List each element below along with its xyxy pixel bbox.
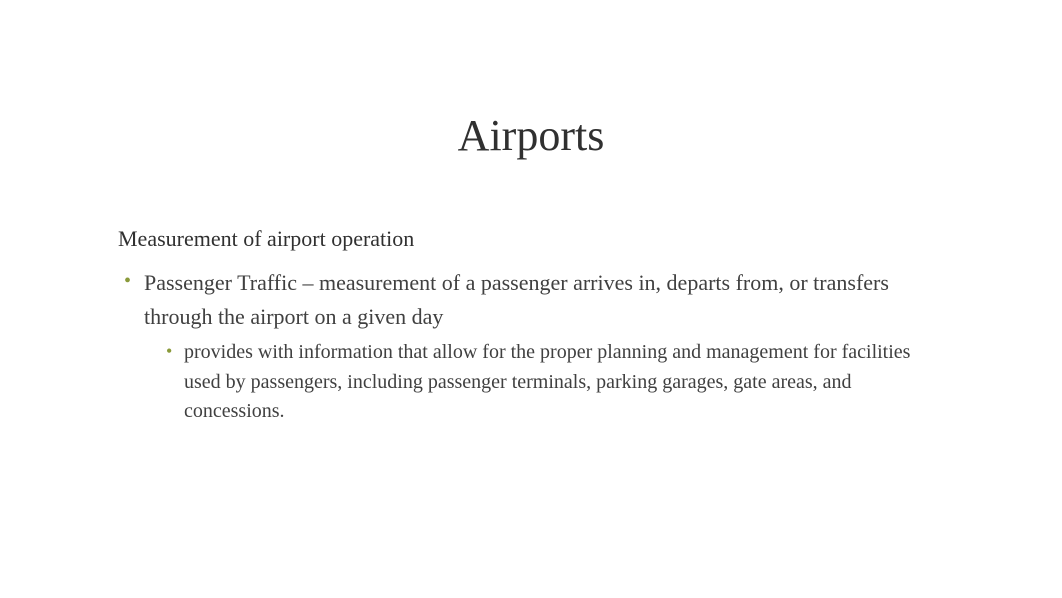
bullet-text: provides with information that allow for… [184,341,910,422]
slide: Airports Measurement of airport operatio… [0,0,1062,598]
slide-title: Airports [0,110,1062,161]
bullet-list-level2: provides with information that allow for… [144,338,944,427]
intro-text: Measurement of airport operation [118,226,944,252]
list-item: Passenger Traffic – measurement of a pas… [118,266,944,427]
list-item: provides with information that allow for… [144,338,944,427]
bullet-text: Passenger Traffic – measurement of a pas… [144,270,889,329]
slide-body: Measurement of airport operation Passeng… [118,226,944,433]
bullet-list-level1: Passenger Traffic – measurement of a pas… [118,266,944,427]
